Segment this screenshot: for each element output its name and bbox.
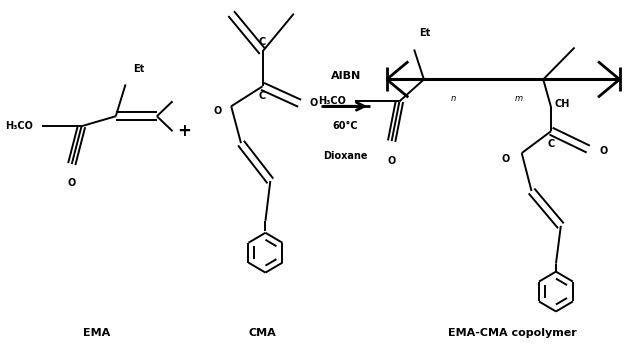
Text: C: C xyxy=(548,139,555,149)
Text: CH: CH xyxy=(555,99,570,109)
Text: C: C xyxy=(259,37,266,47)
Text: AIBN: AIBN xyxy=(331,71,361,81)
Text: m: m xyxy=(515,94,523,103)
Text: EMA: EMA xyxy=(83,328,110,338)
Text: n: n xyxy=(451,94,456,103)
Text: O: O xyxy=(600,146,608,156)
Text: O: O xyxy=(68,178,76,188)
Text: CMA: CMA xyxy=(249,328,276,338)
Text: O: O xyxy=(387,156,396,166)
Text: 60°C: 60°C xyxy=(333,121,358,131)
Text: Dioxane: Dioxane xyxy=(324,151,368,161)
Text: H₃CO: H₃CO xyxy=(5,121,33,131)
Text: Et: Et xyxy=(419,27,430,38)
Text: C: C xyxy=(259,91,266,101)
Text: H₃CO: H₃CO xyxy=(318,96,346,106)
Text: EMA-CMA copolymer: EMA-CMA copolymer xyxy=(447,328,576,338)
Text: O: O xyxy=(502,154,510,164)
Text: O: O xyxy=(309,98,318,108)
Text: +: + xyxy=(177,122,191,140)
Text: Et: Et xyxy=(133,64,144,74)
Text: O: O xyxy=(213,106,221,116)
